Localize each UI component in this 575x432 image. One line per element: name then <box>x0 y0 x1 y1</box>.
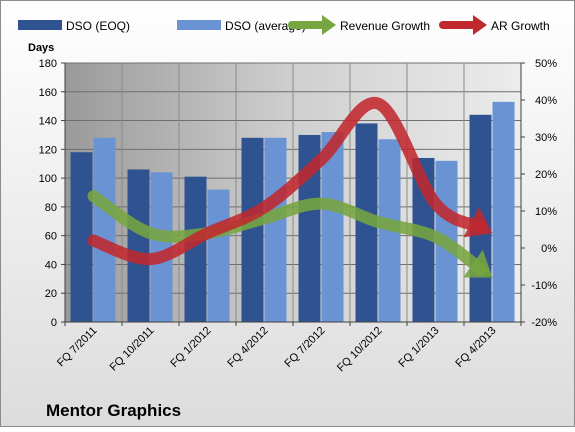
line-ar-growth <box>87 97 487 266</box>
legend-label-dso-eoq: DSO (EOQ) <box>66 19 130 33</box>
bar-dso-eoq <box>127 169 150 322</box>
bar-dso-eoq <box>184 176 207 322</box>
bar-dso-average <box>321 132 344 322</box>
left-tick-label: 0 <box>51 317 57 329</box>
chart-title: Mentor Graphics <box>46 401 181 420</box>
legend-arrowhead-ar-growth <box>473 15 487 35</box>
legend: DSO (EOQ) DSO (average) Revenue Growth AR G… <box>18 15 550 35</box>
right-tick-label: 30% <box>535 132 557 144</box>
legend-label-revenue-growth: Revenue Growth <box>340 19 430 33</box>
right-tick-label: -20% <box>531 317 557 329</box>
left-tick-label: 120 <box>39 144 57 156</box>
left-tick-label: 80 <box>45 202 57 214</box>
bar-dso-eoq <box>241 137 264 322</box>
bar-dso-average <box>150 172 173 322</box>
line-revenue-growth <box>87 190 488 276</box>
legend-label-dso-average: DSO (average) <box>225 19 306 33</box>
left-tick-label: 100 <box>39 173 57 185</box>
right-tick-label: 10% <box>535 206 557 218</box>
legend-swatch-dso-average <box>177 20 221 30</box>
right-tick-label: 50% <box>535 58 557 70</box>
lines-layer <box>87 97 493 278</box>
bar-dso-average <box>93 137 116 322</box>
legend-swatch-dso-eoq <box>18 20 62 30</box>
legend-label-ar-growth: AR Growth <box>491 19 550 33</box>
left-tick-label: 20 <box>45 288 57 300</box>
right-tick-label: 40% <box>535 95 557 107</box>
bars-layer <box>70 101 515 322</box>
left-tick-label: 140 <box>39 116 57 128</box>
arrowhead-revenue-growth <box>463 249 493 278</box>
bar-dso-eoq <box>70 152 93 322</box>
arrowhead-ar-growth <box>463 207 493 238</box>
right-tick-label: 20% <box>535 169 557 181</box>
y-axis-label: Days <box>28 42 54 54</box>
left-tick-label: 40 <box>45 259 57 271</box>
left-tick-label: 160 <box>39 87 57 99</box>
bar-dso-average <box>492 101 515 322</box>
left-tick-label: 180 <box>39 58 57 70</box>
legend-arrowhead-revenue-growth <box>322 15 336 35</box>
right-tick-label: 0% <box>541 243 557 255</box>
left-tick-label: 60 <box>45 231 57 243</box>
bar-dso-average <box>264 137 287 322</box>
right-tick-label: -10% <box>531 280 557 292</box>
bar-dso-average <box>207 189 230 322</box>
